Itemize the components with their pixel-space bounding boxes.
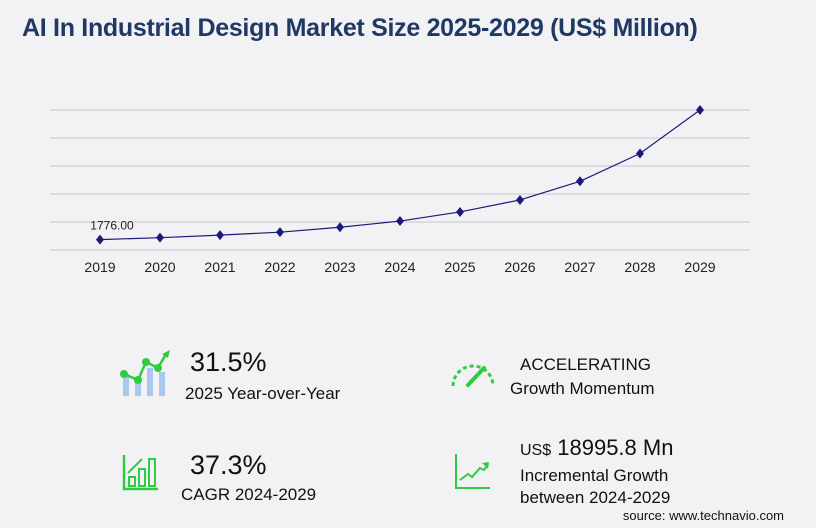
x-tick-label: 2026 [504, 259, 535, 275]
data-label: 1776.00 [90, 219, 134, 233]
trend-up-icon [455, 454, 490, 489]
x-tick-label: 2027 [564, 259, 595, 275]
cagr-value: 37.3% [190, 450, 267, 480]
bar-chart-icon [122, 455, 158, 491]
data-point [456, 206, 464, 217]
incremental-label-2: between 2024-2029 [520, 488, 671, 507]
speedometer-icon [451, 364, 495, 387]
yoy-value: 31.5% [190, 347, 267, 377]
data-point [516, 194, 524, 205]
chart-title: AI In Industrial Design Market Size 2025… [22, 14, 698, 42]
data-point [576, 176, 584, 187]
currency-prefix: US$ [520, 442, 552, 459]
x-tick-label: 2020 [144, 259, 175, 275]
x-tick-label: 2029 [684, 259, 715, 275]
data-point [216, 230, 224, 241]
data-point [696, 105, 704, 115]
x-tick-label: 2028 [624, 259, 655, 275]
line-chart: 2019 1776.00 2020 2021 2022 2023 2024 2025 2026 2… [50, 105, 750, 275]
data-point [396, 216, 404, 227]
x-tick-label: 2024 [384, 259, 415, 275]
x-tick-label: 2021 [204, 259, 235, 275]
cagr-label: CAGR 2024-2029 [181, 485, 317, 504]
momentum-label: Growth Momentum [510, 379, 655, 398]
x-tick-label: 2025 [444, 259, 475, 275]
data-point [636, 148, 644, 159]
data-point [156, 232, 164, 243]
incremental-label-1: Incremental Growth [520, 466, 669, 485]
data-point [96, 234, 104, 245]
x-tick-label: 2019 [84, 259, 115, 275]
source-text: source: www.technavio.com [622, 508, 784, 523]
data-point [276, 227, 284, 238]
momentum-value: ACCELERATING [520, 355, 651, 374]
yoy-label: 2025 Year-over-Year [185, 384, 341, 403]
x-tick-label: 2023 [324, 259, 355, 275]
incremental-value: US$ 18995.8 Mn [520, 435, 673, 461]
data-point [336, 222, 344, 233]
growth-chart-icon [120, 350, 170, 396]
incremental-amount: 18995.8 Mn [557, 435, 674, 460]
x-tick-label: 2022 [264, 259, 295, 275]
